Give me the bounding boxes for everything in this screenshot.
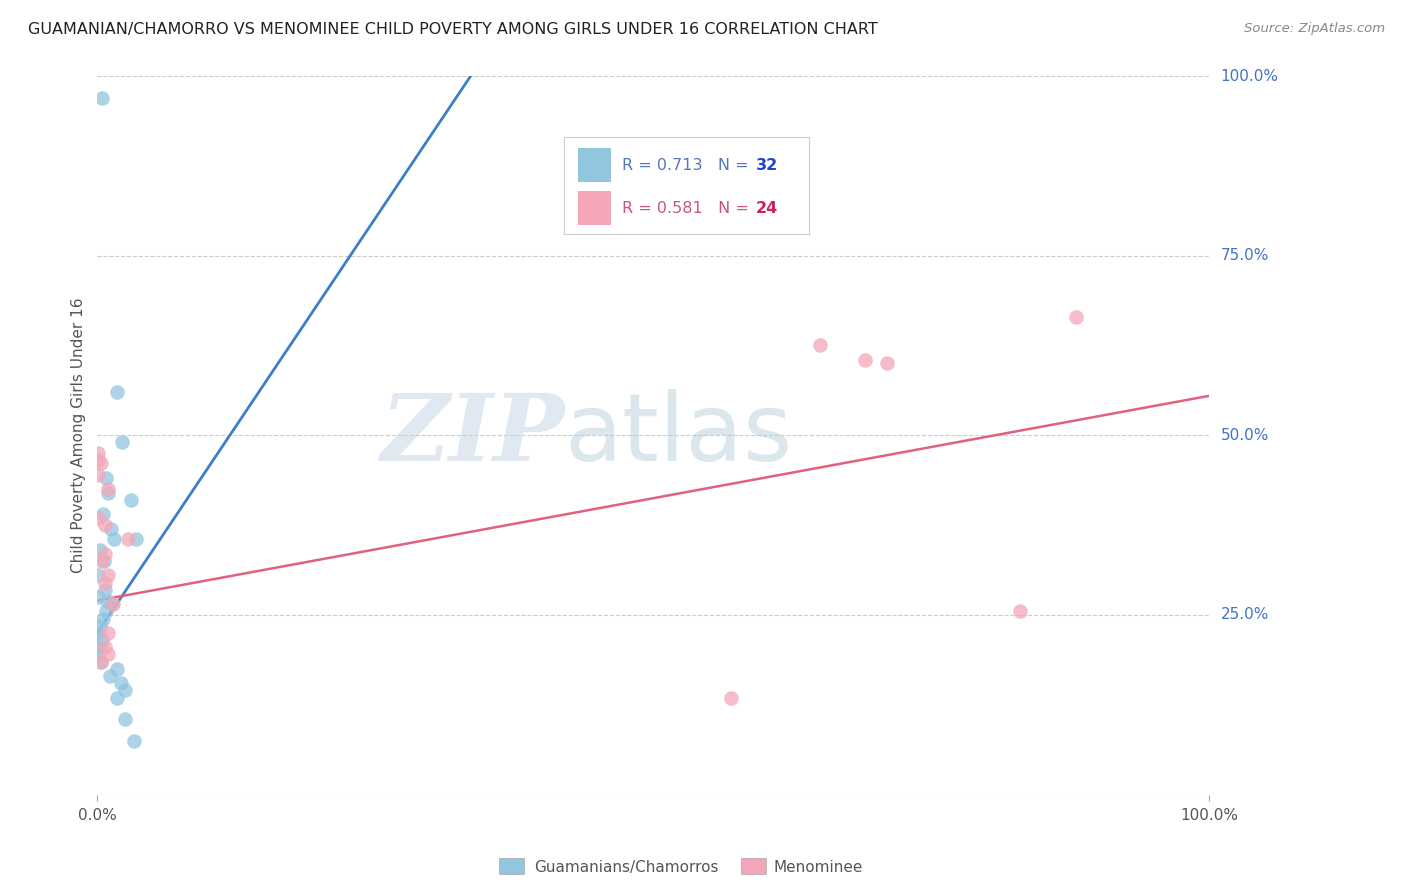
Point bbox=[91, 508, 114, 522]
Point bbox=[876, 356, 898, 370]
Point bbox=[94, 518, 117, 533]
Point bbox=[120, 493, 142, 508]
Point bbox=[87, 640, 110, 655]
Point bbox=[96, 604, 118, 618]
Text: 50.0%: 50.0% bbox=[1220, 428, 1268, 442]
Point bbox=[97, 648, 120, 662]
Point bbox=[122, 733, 145, 747]
Point bbox=[98, 669, 121, 683]
Point bbox=[105, 690, 128, 705]
Point bbox=[96, 471, 118, 485]
Point bbox=[97, 626, 120, 640]
Text: 32: 32 bbox=[755, 158, 778, 173]
Point bbox=[105, 385, 128, 400]
Point bbox=[97, 568, 120, 582]
Point bbox=[90, 456, 112, 470]
Point bbox=[94, 582, 117, 597]
Text: atlas: atlas bbox=[564, 389, 793, 482]
Point bbox=[101, 597, 124, 611]
Point bbox=[87, 648, 110, 662]
Point bbox=[1064, 310, 1087, 324]
Point bbox=[111, 435, 134, 450]
Text: 25.0%: 25.0% bbox=[1220, 607, 1268, 623]
Point bbox=[853, 352, 876, 367]
Point bbox=[87, 511, 110, 525]
Point bbox=[87, 453, 110, 467]
Point bbox=[90, 655, 112, 669]
Point bbox=[97, 482, 120, 496]
Text: ZIP: ZIP bbox=[380, 391, 564, 480]
Text: Source: ZipAtlas.com: Source: ZipAtlas.com bbox=[1244, 22, 1385, 36]
Point bbox=[93, 554, 115, 568]
Point bbox=[90, 554, 112, 568]
Point bbox=[94, 547, 117, 561]
Point bbox=[87, 626, 110, 640]
Point bbox=[94, 640, 117, 655]
Text: R = 0.581   N =: R = 0.581 N = bbox=[623, 201, 754, 216]
Y-axis label: Child Poverty Among Girls Under 16: Child Poverty Among Girls Under 16 bbox=[72, 298, 86, 573]
Point bbox=[91, 611, 114, 625]
Point bbox=[90, 90, 112, 104]
Point bbox=[89, 618, 111, 632]
Point bbox=[90, 655, 112, 669]
Text: R = 0.713   N =: R = 0.713 N = bbox=[623, 158, 754, 173]
Text: 100.0%: 100.0% bbox=[1220, 69, 1278, 84]
Point bbox=[720, 690, 742, 705]
Text: 24: 24 bbox=[755, 201, 778, 216]
Text: GUAMANIAN/CHAMORRO VS MENOMINEE CHILD POVERTY AMONG GIRLS UNDER 16 CORRELATION C: GUAMANIAN/CHAMORRO VS MENOMINEE CHILD PO… bbox=[28, 22, 877, 37]
Point bbox=[125, 533, 148, 547]
Point bbox=[94, 575, 117, 590]
Point bbox=[1010, 604, 1032, 618]
Point bbox=[110, 676, 132, 690]
Point bbox=[89, 543, 111, 558]
Point bbox=[96, 593, 118, 607]
Text: 75.0%: 75.0% bbox=[1220, 248, 1268, 263]
Bar bbox=[578, 191, 612, 226]
Text: Guamanians/Chamorros: Guamanians/Chamorros bbox=[534, 860, 718, 874]
Point bbox=[808, 338, 831, 352]
Point bbox=[87, 446, 110, 460]
Bar bbox=[578, 148, 612, 182]
Point bbox=[87, 568, 110, 582]
Point bbox=[114, 683, 136, 698]
Text: Menominee: Menominee bbox=[773, 860, 863, 874]
Point bbox=[90, 633, 112, 648]
Point bbox=[87, 590, 110, 604]
Bar bbox=[564, 137, 808, 234]
Point bbox=[105, 662, 128, 676]
Point bbox=[754, 180, 776, 194]
Point bbox=[114, 712, 136, 726]
Point bbox=[103, 533, 125, 547]
Point bbox=[101, 597, 124, 611]
Point bbox=[100, 522, 122, 536]
Point bbox=[97, 485, 120, 500]
Point bbox=[87, 467, 110, 482]
Point bbox=[117, 533, 139, 547]
